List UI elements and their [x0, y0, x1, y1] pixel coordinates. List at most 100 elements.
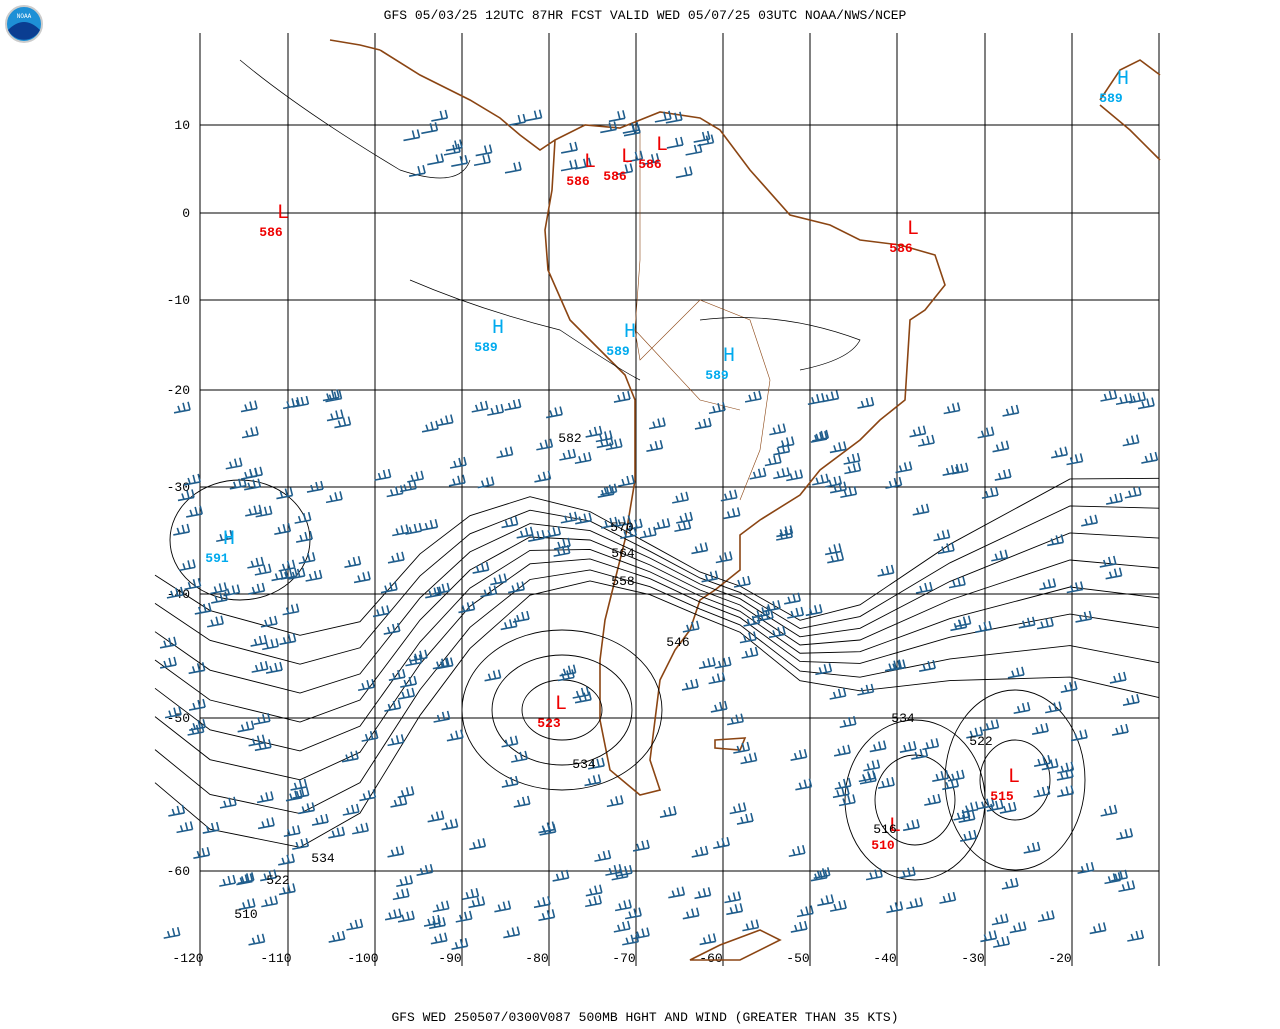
- wind-barb: [247, 556, 265, 569]
- wind-barb: [559, 448, 577, 461]
- lon-label: -40: [873, 951, 896, 966]
- height-contours: [154, 477, 1160, 881]
- wind-barb: [833, 744, 851, 757]
- wind-barb: [812, 429, 830, 442]
- wind-barb: [328, 826, 346, 839]
- contour: [154, 549, 1160, 752]
- wind-barb: [898, 866, 916, 879]
- wind-barb: [248, 582, 266, 595]
- wind-barb: [902, 819, 920, 832]
- wind-barb: [344, 556, 362, 569]
- wind-barb: [500, 618, 518, 631]
- contour-label: 582: [558, 431, 581, 446]
- wind-barb: [585, 895, 602, 908]
- wind-barb: [595, 430, 613, 443]
- wind-barb: [433, 582, 451, 595]
- center-value: 586: [259, 225, 283, 240]
- wind-barb: [1105, 567, 1123, 580]
- lat-label: 10: [174, 118, 190, 133]
- wind-barb: [1039, 578, 1057, 591]
- wind-barb: [740, 752, 758, 765]
- wind-barb: [574, 157, 592, 170]
- wind-barb: [513, 795, 531, 808]
- lat-label: 0: [182, 206, 190, 221]
- wind-barb: [292, 786, 310, 799]
- wind-barb: [328, 930, 346, 943]
- wind-barb: [421, 122, 439, 135]
- wind-barb: [685, 143, 703, 156]
- wind-barb: [1116, 828, 1134, 841]
- wind-barb: [885, 476, 903, 489]
- center-symbol: H: [624, 321, 636, 344]
- wind-barb: [937, 542, 955, 555]
- wind-barb: [909, 425, 927, 438]
- wind-barb: [829, 899, 847, 912]
- wind-barb: [1077, 862, 1095, 875]
- wind-barb: [430, 932, 448, 945]
- wind-barb: [588, 757, 605, 770]
- wind-barb: [399, 480, 417, 493]
- wind-barb: [260, 615, 278, 628]
- wind-barb: [708, 402, 726, 415]
- center-value: 586: [638, 157, 662, 172]
- wind-barb: [796, 905, 814, 918]
- center-symbol: H: [1117, 68, 1129, 91]
- wind-barb: [177, 489, 195, 502]
- wind-barb: [605, 863, 623, 876]
- wind-barb: [1013, 702, 1031, 715]
- wind-barb: [458, 601, 476, 614]
- lon-label: -120: [172, 951, 203, 966]
- wind-barb: [1057, 785, 1075, 798]
- wind-barb: [383, 622, 401, 635]
- wind-barb: [390, 795, 408, 808]
- wind-barb: [265, 661, 283, 674]
- wind-barb: [632, 839, 650, 852]
- wind-barb: [250, 634, 268, 647]
- wind-barb: [271, 569, 289, 582]
- wind-barb: [387, 734, 405, 747]
- wind-barb: [280, 567, 298, 580]
- wind-barb: [403, 129, 421, 142]
- wind-barb: [1089, 922, 1107, 935]
- center-value: 591: [205, 551, 229, 566]
- wind-barb: [733, 741, 751, 754]
- lon-label: -100: [347, 951, 378, 966]
- wind-barb: [999, 801, 1017, 814]
- wind-barb: [787, 606, 805, 619]
- wind-barb: [1081, 514, 1099, 527]
- center-value: 523: [537, 716, 561, 731]
- wind-barb: [159, 656, 177, 669]
- wind-barb: [572, 686, 590, 699]
- wind-barb: [374, 468, 392, 481]
- wind-barb: [1070, 729, 1088, 742]
- wind-barb: [295, 530, 313, 543]
- wind-barb: [776, 528, 793, 541]
- wind-barb: [292, 837, 310, 850]
- wind-barb: [966, 726, 984, 739]
- wind-barb: [416, 864, 434, 876]
- wind-barb: [511, 750, 528, 763]
- wind-barb: [504, 161, 522, 174]
- lat-label: -50: [167, 711, 190, 726]
- wind-barb: [743, 614, 761, 627]
- lon-label: -30: [961, 951, 984, 966]
- wind-barb: [501, 516, 519, 529]
- wind-barb: [756, 609, 774, 622]
- wind-barb: [1056, 768, 1074, 781]
- wind-barb: [186, 505, 203, 518]
- wind-barb: [810, 869, 828, 882]
- wind-barb: [584, 774, 602, 787]
- wind-barb: [285, 789, 303, 802]
- wind-barb: [487, 403, 505, 416]
- wind-barb: [915, 581, 933, 594]
- wind-barb: [810, 430, 828, 443]
- lon-label: -60: [699, 951, 722, 966]
- wind-barb: [504, 398, 522, 411]
- wind-barb: [980, 930, 998, 943]
- center-symbol: H: [492, 317, 504, 340]
- map-title: GFS 05/03/25 12UTC 87HR FCST VALID WED 0…: [384, 8, 907, 23]
- contour-ring: [491, 654, 633, 766]
- center-symbol: L: [907, 218, 919, 241]
- wind-barbs: [159, 109, 1159, 951]
- wind-barb: [608, 110, 626, 123]
